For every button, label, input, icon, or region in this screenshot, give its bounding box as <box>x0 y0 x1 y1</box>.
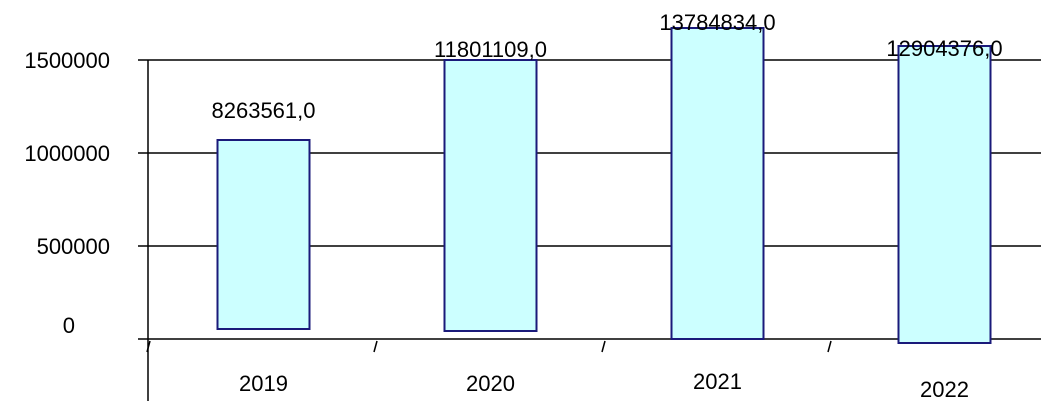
bars <box>216 27 992 344</box>
y-tick-label: 1500000 <box>24 48 110 73</box>
y-tick-label: 1000000 <box>24 141 110 166</box>
x-tick-mark <box>373 340 378 353</box>
bar-2021 <box>670 27 765 340</box>
x-tick-label-2021: 2021 <box>693 369 742 394</box>
x-tick-label-2019: 2019 <box>239 371 288 396</box>
data-label-2019: 8263561,0 <box>212 98 316 123</box>
bar-2019 <box>216 139 311 330</box>
x-tick-mark <box>601 340 606 353</box>
x-tick-label-2022: 2022 <box>920 377 969 401</box>
y-tick-label: 0 <box>63 313 75 338</box>
x-tick-mark <box>146 340 151 353</box>
x-tick-labels: 2019 2020 2021 2022 <box>239 369 969 401</box>
y-tick-label: 500000 <box>37 234 110 259</box>
y-tick-labels: 0 500000 1000000 1500000 <box>24 48 110 338</box>
data-label-2021: 13784834,0 <box>659 10 775 35</box>
data-label-2022: 12904376,0 <box>886 36 1002 61</box>
x-tick-mark <box>827 340 832 353</box>
data-labels: 8263561,0 11801109,0 13784834,0 12904376,0 <box>212 10 1003 123</box>
bar-2020 <box>443 59 538 332</box>
data-label-2020: 11801109,0 <box>434 37 547 62</box>
x-tick-label-2020: 2020 <box>466 371 515 396</box>
axes <box>146 60 832 401</box>
bar-2022 <box>897 45 992 344</box>
